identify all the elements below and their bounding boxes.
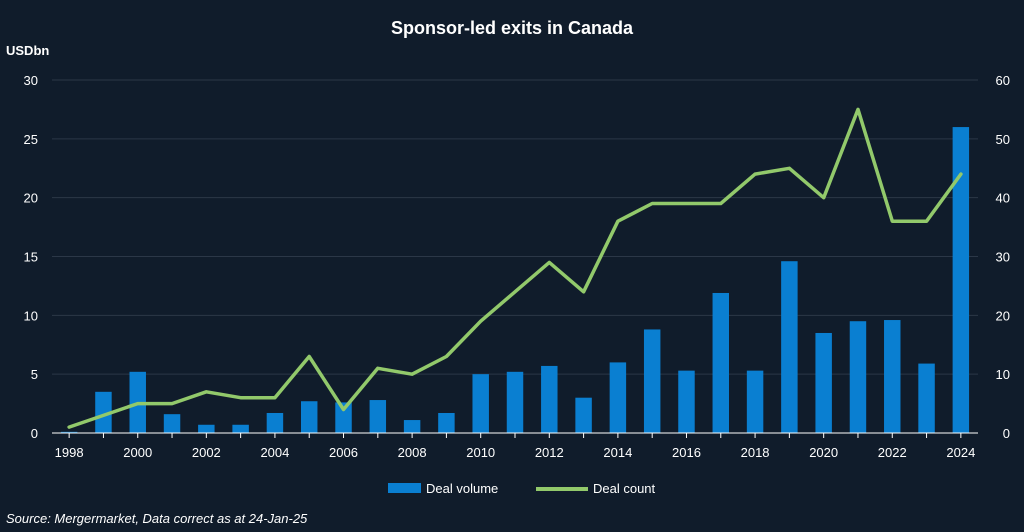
deal-count-line-group <box>67 107 963 429</box>
deal-volume-bar <box>506 371 524 433</box>
x-tick-label: 2018 <box>741 445 770 460</box>
y-tick-label: 5 <box>31 367 38 382</box>
deal-volume-bar <box>266 412 284 433</box>
y2-tick-label: 0 <box>1003 426 1010 441</box>
x-tick-label: 1998 <box>55 445 84 460</box>
x-axis-ticks: 1998 2000 2002 2004 2006 2008 2010 2012 2014 2016… <box>55 445 976 460</box>
source-note: Source: Mergermarket, Data correct as at… <box>6 511 308 526</box>
legend: Deal volume Deal count <box>388 481 656 496</box>
y-tick-label: 30 <box>24 73 38 88</box>
deal-volume-bar <box>232 424 249 433</box>
x-tick-label: 2024 <box>946 445 975 460</box>
deal-volume-bar <box>335 402 352 433</box>
y2-tick-label: 50 <box>996 132 1010 147</box>
y-tick-label: 25 <box>24 132 38 147</box>
deal-volume-bar <box>575 397 592 433</box>
deal-volume-bar <box>643 329 661 433</box>
deal-count-line <box>67 107 963 429</box>
y-axis-unit-label: USDbn <box>6 43 49 58</box>
x-tick-label: 2012 <box>535 445 564 460</box>
deal-volume-bar <box>746 370 764 433</box>
y2-tick-label: 10 <box>996 367 1010 382</box>
x-tick-label: 2016 <box>672 445 701 460</box>
deal-volume-bar <box>678 370 695 433</box>
axes <box>52 432 978 438</box>
deal-volume-bar <box>403 420 421 433</box>
x-tick-label: 2022 <box>878 445 907 460</box>
deal-volume-bar <box>712 292 730 433</box>
x-tick-label: 2014 <box>603 445 632 460</box>
deal-volume-bar <box>849 321 867 433</box>
y2-tick-label: 40 <box>996 191 1010 206</box>
deal-volume-bar <box>609 362 627 433</box>
deal-volume-bar <box>918 363 935 433</box>
deal-volume-bar <box>60 431 78 433</box>
x-tick-label: 2006 <box>329 445 358 460</box>
y2-tick-label: 20 <box>996 308 1010 323</box>
y-tick-label: 10 <box>24 308 38 323</box>
y-axis-ticks: 0 5 10 15 20 25 30 <box>24 73 38 441</box>
deal-volume-bars <box>60 127 970 434</box>
deal-volume-bar <box>815 332 832 433</box>
chart-title: Sponsor-led exits in Canada <box>391 18 634 38</box>
y-tick-label: 15 <box>24 250 38 265</box>
y-tick-label: 20 <box>24 191 38 206</box>
deal-volume-bar <box>300 401 318 433</box>
y2-axis-ticks: 0 10 20 30 40 50 60 <box>996 73 1010 441</box>
x-tick-label: 2004 <box>260 445 289 460</box>
x-tick-label: 2010 <box>466 445 495 460</box>
legend-label-deal-count: Deal count <box>593 481 656 496</box>
y-tick-label: 0 <box>31 426 38 441</box>
deal-volume-bar <box>541 365 558 433</box>
deal-volume-bar <box>198 424 215 433</box>
deal-volume-bar <box>95 391 112 433</box>
legend-label-deal-volume: Deal volume <box>426 481 498 496</box>
deal-volume-bar <box>884 320 901 433</box>
deal-volume-bar <box>438 412 455 433</box>
y2-tick-label: 60 <box>996 73 1010 88</box>
y2-tick-label: 30 <box>996 250 1010 265</box>
deal-volume-bar <box>781 261 798 433</box>
x-tick-label: 2020 <box>809 445 838 460</box>
deal-volume-bar <box>163 414 181 433</box>
deal-volume-bar <box>369 400 387 433</box>
deal-volume-bar <box>952 127 970 434</box>
x-tick-label: 2008 <box>398 445 427 460</box>
gridlines <box>52 79 978 375</box>
legend-swatch-deal-volume <box>388 483 421 493</box>
x-tick-label: 2000 <box>123 445 152 460</box>
deal-volume-bar <box>472 374 489 433</box>
x-tick-label: 2002 <box>192 445 221 460</box>
